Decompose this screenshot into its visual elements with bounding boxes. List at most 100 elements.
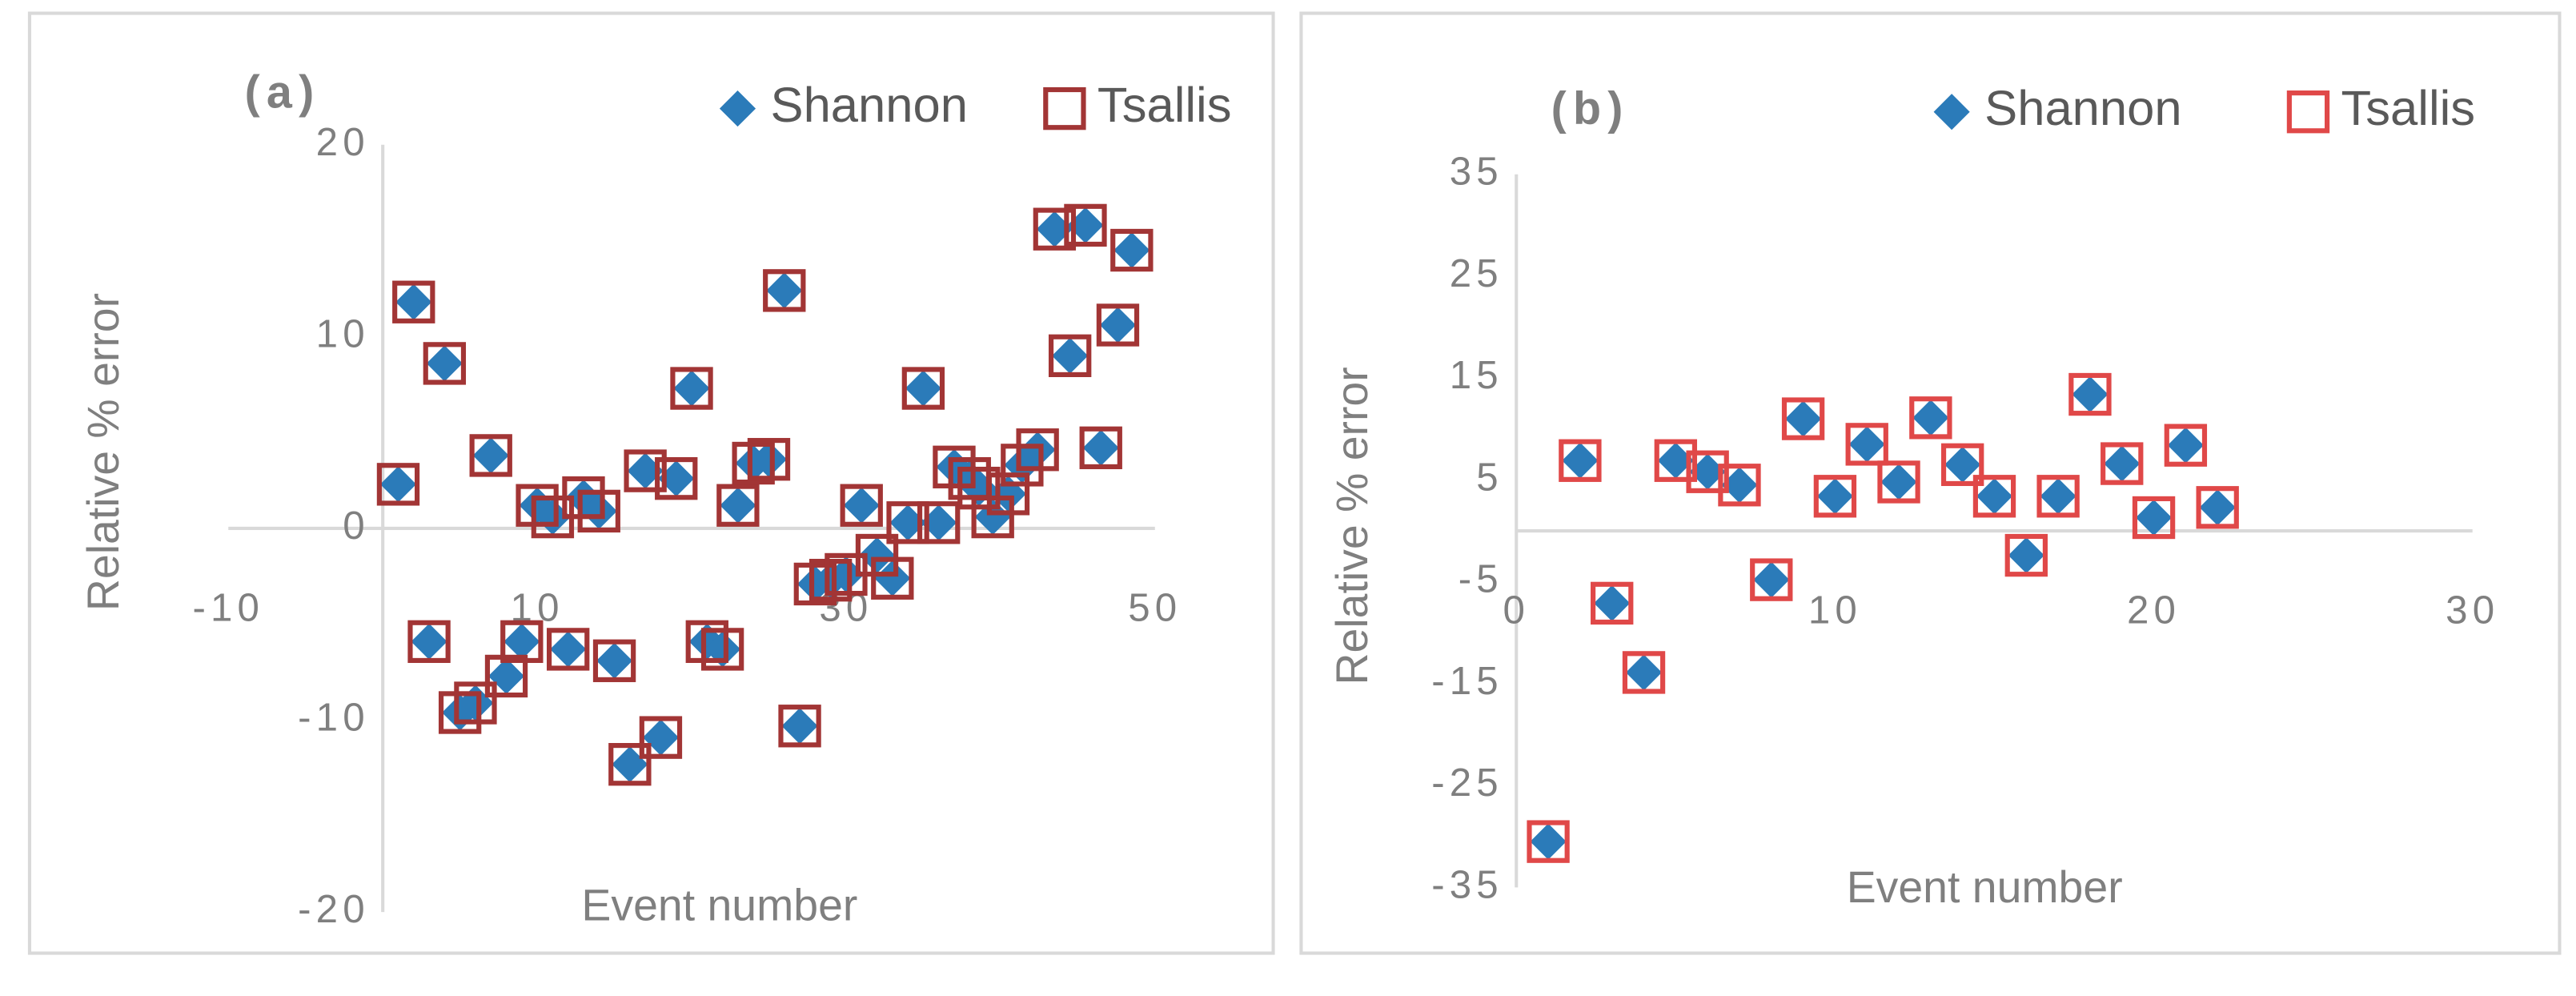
- diamond-marker: [1848, 426, 1885, 463]
- square-marker: [871, 556, 914, 600]
- diamond-marker: [1625, 654, 1663, 691]
- square-marker: [1750, 558, 1793, 601]
- square-marker: [1559, 439, 1602, 482]
- diamond-marker: [550, 631, 587, 668]
- square-marker: [1686, 450, 1729, 493]
- panel-label: (a): [245, 66, 321, 118]
- y-tick-label: -20: [298, 887, 370, 931]
- square-marker: [1972, 475, 2016, 518]
- square-marker: [1909, 396, 1952, 440]
- square-marker: [516, 484, 559, 527]
- y-tick-label: 10: [316, 311, 370, 355]
- square-marker: [1016, 428, 1059, 472]
- diamond-marker: [472, 437, 509, 474]
- legend-marker: [1933, 94, 1970, 131]
- square-marker: [500, 620, 544, 664]
- y-tick-label: -25: [1431, 761, 1503, 805]
- x-tick-label: 20: [2127, 588, 2181, 633]
- square-marker: [700, 628, 744, 671]
- square-marker: [2132, 496, 2176, 540]
- diamond-marker: [921, 504, 957, 541]
- y-tick-label: -5: [1459, 557, 1503, 601]
- y-tick-label: 35: [1450, 150, 1503, 194]
- square-marker: [1877, 460, 1920, 504]
- diamond-marker: [395, 283, 432, 320]
- legend-label: Tsallis: [1097, 78, 1232, 133]
- square-marker: [1622, 651, 1666, 694]
- square-marker: [639, 716, 683, 759]
- square-marker: [917, 501, 961, 544]
- diamond-marker: [1067, 207, 1104, 243]
- y-tick-label: -35: [1431, 862, 1503, 906]
- square-marker: [547, 628, 590, 671]
- diamond-marker: [889, 504, 926, 541]
- square-marker: [901, 367, 945, 410]
- square-marker: [2068, 372, 2112, 416]
- diamond-marker: [1562, 442, 1599, 479]
- square-marker: [562, 476, 605, 520]
- square-marker: [655, 456, 698, 500]
- diamond-marker: [1530, 823, 1567, 860]
- square-marker: [793, 562, 837, 606]
- y-tick-label: 15: [1450, 353, 1503, 397]
- square-marker: [886, 501, 929, 544]
- square-marker: [2164, 424, 2208, 467]
- square-marker: [592, 639, 636, 682]
- diamond-marker: [379, 466, 417, 503]
- diamond-marker: [1753, 561, 1790, 598]
- diamond-marker: [1912, 400, 1949, 436]
- square-marker: [1110, 228, 1154, 272]
- square-marker: [392, 280, 435, 323]
- square-marker: [438, 691, 482, 734]
- square-marker: [1845, 423, 1888, 466]
- y-axis-title: Relative % error: [78, 293, 128, 611]
- diamond-marker: [2040, 478, 2076, 515]
- square-marker: [778, 705, 821, 748]
- diamond-marker: [596, 642, 633, 679]
- x-tick-label: 50: [1128, 586, 1182, 630]
- x-axis-title: Event number: [581, 881, 857, 930]
- legend-marker: [1043, 86, 1086, 131]
- diamond-marker: [2104, 445, 2141, 482]
- y-tick-label: -10: [298, 696, 370, 740]
- diamond-marker: [905, 370, 941, 407]
- diamond-marker: [1976, 478, 2013, 515]
- square-marker: [423, 342, 467, 385]
- square-marker: [1033, 207, 1077, 251]
- square-marker: [716, 484, 760, 527]
- diamond-marker: [766, 272, 803, 309]
- y-tick-label: 5: [1476, 455, 1503, 499]
- square-marker: [840, 484, 883, 527]
- diamond-marker: [2072, 376, 2109, 413]
- square-marker: [1079, 426, 1122, 470]
- square-marker: [1591, 581, 1634, 625]
- x-tick-label: 30: [2446, 588, 2499, 633]
- diamond-marker: [1880, 464, 1917, 500]
- x-tick-label: 0: [1503, 588, 1530, 633]
- square-marker: [747, 438, 791, 481]
- legend-marker: [719, 90, 756, 127]
- square-marker: [1001, 444, 1044, 487]
- y-axis-title: Relative % error: [1327, 367, 1377, 685]
- diamond-marker: [1594, 584, 1631, 621]
- legend-label: Shannon: [771, 78, 968, 133]
- diamond-marker: [1113, 231, 1150, 269]
- square-marker: [2004, 533, 2048, 577]
- square-marker: [376, 463, 420, 506]
- square-marker: [1654, 439, 1698, 482]
- diamond-marker: [673, 370, 710, 407]
- square-marker: [855, 533, 899, 577]
- y-tick-label: 0: [343, 504, 370, 548]
- square-marker: [1781, 397, 1825, 440]
- panel-border: [1299, 11, 2562, 955]
- panel-label: (b): [1551, 83, 1630, 135]
- square-marker: [670, 367, 713, 410]
- square-marker: [986, 472, 1030, 516]
- diamond-marker: [411, 623, 447, 660]
- diamond-marker: [843, 487, 880, 524]
- square-marker: [809, 558, 853, 602]
- square-marker: [1048, 334, 1092, 378]
- square-marker: [1940, 443, 1984, 487]
- diamond-marker: [1052, 337, 1089, 374]
